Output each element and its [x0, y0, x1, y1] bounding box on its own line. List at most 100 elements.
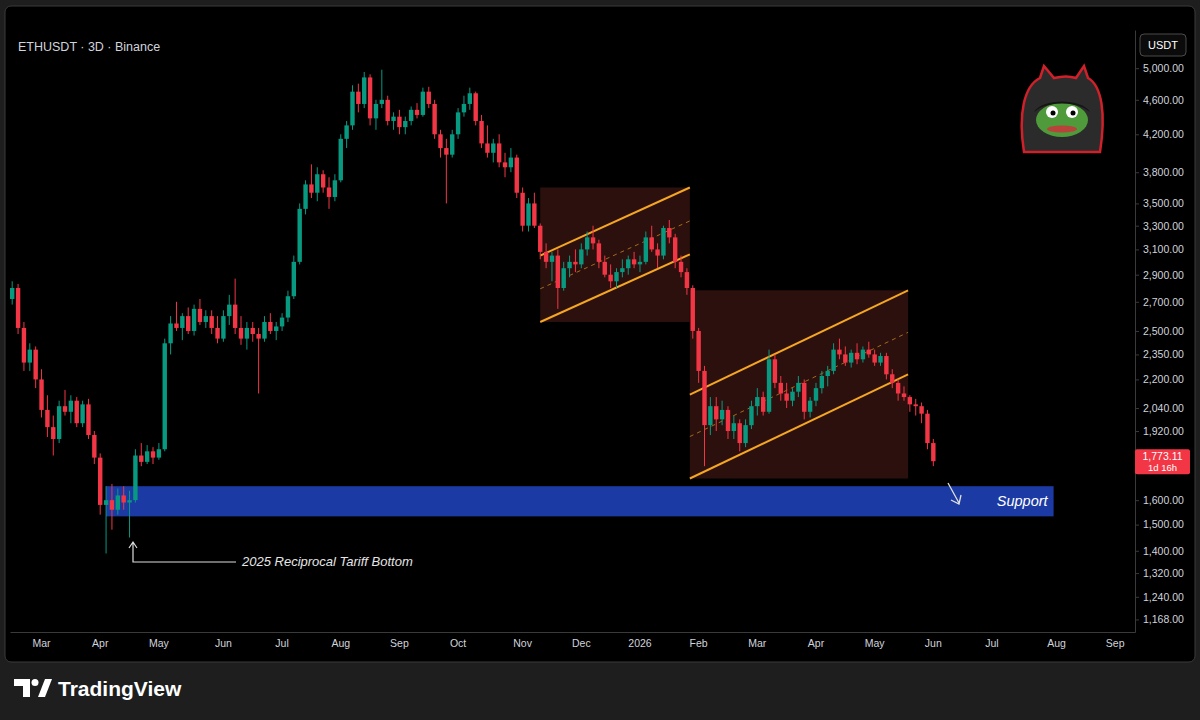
y-tick: 2,500.00	[1135, 325, 1184, 337]
candle-body	[309, 184, 313, 192]
x-tick: Jun	[215, 637, 232, 649]
candle-body	[579, 249, 583, 264]
candle-body	[908, 397, 912, 404]
y-tick-mark	[1135, 302, 1139, 303]
x-tick-label: Jun	[925, 637, 942, 649]
y-tick-mark	[1135, 68, 1139, 69]
channel-upper	[690, 290, 908, 394]
candle-body	[567, 262, 571, 268]
candle-body	[608, 275, 612, 282]
y-tick-label: 3,500.00	[1143, 197, 1184, 209]
x-tick-label: Aug	[331, 637, 350, 649]
candle-body	[720, 410, 724, 419]
avatar	[1022, 66, 1103, 152]
candle-body	[661, 228, 665, 256]
candle-body	[532, 203, 536, 225]
y-tick-label: 2,900.00	[1143, 269, 1184, 281]
candle-body	[227, 305, 231, 316]
y-tick: 3,500.00	[1135, 197, 1184, 209]
avatar-eye	[1046, 106, 1058, 118]
candle-body	[614, 272, 618, 281]
support-zone	[106, 486, 1054, 516]
candle-body	[538, 226, 542, 252]
x-tick: Sep	[390, 637, 409, 649]
y-tick-label: 2,700.00	[1143, 296, 1184, 308]
candle-body	[890, 374, 894, 383]
annotation-text: 2025 Reciprocal Tariff Bottom	[241, 554, 413, 569]
candle-wick	[129, 491, 130, 538]
x-tick: Apr	[92, 637, 109, 649]
candle-body	[163, 343, 167, 449]
candle-wick	[106, 486, 107, 553]
candle-body	[784, 393, 788, 400]
unit-label: USDT	[1148, 39, 1178, 51]
candle-body	[303, 184, 307, 208]
x-tick: May	[865, 637, 886, 649]
candle-body	[556, 256, 560, 288]
y-tick-mark	[1135, 100, 1139, 101]
candle-body	[925, 414, 929, 443]
x-tick-label: Mar	[32, 637, 51, 649]
candle-body	[761, 397, 765, 412]
candle-wick	[839, 339, 840, 360]
candle-body	[245, 328, 249, 339]
x-tick-label: 2026	[628, 637, 652, 649]
candle-body	[262, 322, 266, 339]
x-tick: Sep	[1106, 637, 1125, 649]
candle-body	[80, 404, 84, 423]
candle-body	[432, 104, 436, 134]
candle-body	[726, 410, 730, 431]
y-tick-label: 2,350.00	[1143, 348, 1184, 360]
y-tick: 5,000.00	[1135, 62, 1184, 74]
candle-body	[620, 268, 624, 272]
channel-lower	[540, 254, 690, 322]
y-tick-mark	[1135, 203, 1139, 204]
candle-body	[98, 458, 102, 505]
candle-wick	[276, 322, 277, 340]
candle-body	[650, 237, 654, 249]
candle-body	[861, 350, 865, 360]
candle-wick	[393, 112, 394, 129]
candle-wick	[575, 249, 576, 272]
y-tick-mark	[1135, 431, 1139, 432]
channel-midline	[690, 332, 908, 436]
candle-body	[22, 328, 26, 363]
candle-body	[843, 354, 847, 362]
candle-body	[403, 121, 407, 127]
candle-body	[374, 104, 378, 118]
candle-body	[509, 158, 513, 168]
candle-body	[444, 148, 448, 155]
x-tick-label: Jul	[985, 637, 998, 649]
page-background	[0, 0, 1200, 720]
last-price: 1,773.111d 16h	[1135, 449, 1190, 474]
candle-body	[667, 228, 671, 237]
y-tick-label: 3,300.00	[1143, 220, 1184, 232]
avatar-face	[1036, 103, 1088, 137]
channel	[690, 290, 908, 478]
candle-body	[755, 397, 759, 406]
candle-body	[456, 112, 460, 134]
last-price-box	[1135, 449, 1190, 474]
candle-body	[855, 353, 859, 359]
candle-body	[297, 209, 301, 262]
y-tick: 1,500.00	[1135, 518, 1184, 530]
candle-body	[350, 92, 354, 126]
candle-body	[919, 406, 923, 413]
candle-body	[385, 100, 389, 121]
candle-body	[708, 406, 712, 425]
candle-wick	[915, 399, 916, 416]
candle-body	[415, 110, 419, 115]
x-tick-label: Oct	[450, 637, 466, 649]
candle-body	[33, 350, 37, 380]
candle-body	[826, 371, 830, 376]
candle-body	[333, 180, 337, 197]
avatar-pupil	[1071, 111, 1076, 116]
y-tick: 1,400.00	[1135, 545, 1184, 557]
candle-body	[209, 316, 213, 328]
candle-body	[344, 125, 348, 138]
channel-lower	[690, 374, 908, 478]
plot-area	[10, 70, 1054, 554]
candle-body	[121, 495, 125, 502]
candle-body	[603, 262, 607, 275]
x-tick: Jun	[925, 637, 942, 649]
